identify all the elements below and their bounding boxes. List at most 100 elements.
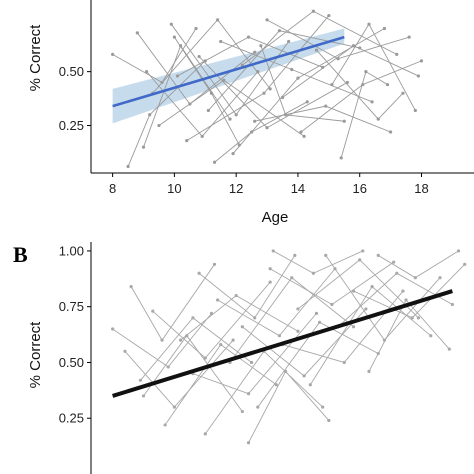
panel-b-data-point-20-0 <box>141 394 146 398</box>
panel-a-data-point-11-2 <box>370 100 374 104</box>
panel-a-data-point-23-1 <box>250 130 254 134</box>
panel-a-data-point-9-0 <box>197 54 201 59</box>
panel-a-data-point-12-1 <box>296 76 300 80</box>
panel-a-data-point-6-1 <box>234 113 238 117</box>
panel-a-data-point-15-2 <box>407 35 411 39</box>
panel-a-data-point-6-0 <box>169 22 173 26</box>
panel-b-regression-line <box>112 289 453 398</box>
panel-b-data-point-24-0 <box>271 249 275 253</box>
panel-a-subject-trajectory-19 <box>331 23 416 111</box>
panel-a-data-point-11-0 <box>219 39 223 44</box>
panel-b-data-point-7-0 <box>203 432 207 436</box>
panel-a-data-point-8-1 <box>262 91 266 95</box>
panel-b-data-point-1-2 <box>231 338 235 342</box>
panel-b-data-point-2-2 <box>250 360 254 365</box>
panel-a-data-point-14-1 <box>324 104 328 108</box>
panel-b-data-point-1-1 <box>172 405 176 409</box>
panel-b-data-point-14-0 <box>296 307 300 311</box>
panel-a-x-axis-label: Age <box>262 209 289 226</box>
panel-b-data-point-15-2 <box>429 334 433 338</box>
panel-a-data-point-24-2 <box>385 82 390 87</box>
panel-b-data-point-3-2 <box>268 280 272 284</box>
panel-a-data-point-6-2 <box>287 39 291 44</box>
panel-b-data-point-20-1 <box>185 334 189 338</box>
panel-a-data-point-3-0 <box>141 145 146 149</box>
panel-b-data-point-18-1 <box>410 316 414 320</box>
panel-b-data-point-23-2 <box>456 249 461 253</box>
panel-b-data-point-9-1 <box>290 276 294 280</box>
panel-a-data-point-8-0 <box>185 139 189 143</box>
panel-a-data-point-21-1 <box>209 91 214 95</box>
panel-b-subject-trajectory-9 <box>229 277 354 363</box>
panel-a-data-point-2-2 <box>253 50 257 54</box>
panel-b-data-point-19-2 <box>447 347 451 351</box>
panel-b-data-point-12-2 <box>392 260 396 264</box>
panel-b-data-point-10-1 <box>302 374 306 378</box>
panel-a-plot: 0.25 0.50 8 10 12 14 16 18 <box>59 0 474 196</box>
panel-b-data-point-11-1 <box>317 320 322 324</box>
panel-b-subject-trajectory-10 <box>242 308 367 377</box>
panel-a-data-point-1-1 <box>148 113 152 117</box>
panel-b-data-point-22-0 <box>246 441 251 445</box>
panel-b-data-point-6-1 <box>246 392 251 396</box>
panel-b-data-point-3-1 <box>203 356 207 360</box>
panel-a-data-point-10-1 <box>277 29 282 33</box>
panel-b-subject-trajectory-11 <box>257 321 379 408</box>
panel-a-data-point-16-1 <box>351 44 356 48</box>
panel-a-data-point-2-0 <box>135 31 139 35</box>
panel-b-data-point-4-2 <box>274 383 278 387</box>
panel-b-data-point-1-0 <box>123 349 127 353</box>
panel-b-data-point-6-2 <box>314 311 319 315</box>
panel-b-data-point-14-2 <box>416 316 421 320</box>
panel-a-data-point-17-0 <box>299 130 303 134</box>
panel-b-subject-trajectory-24 <box>273 250 363 274</box>
panel-a-data-point-1-0 <box>126 164 130 169</box>
panel-b-data-point-25-2 <box>212 262 217 266</box>
panel-a-data-point-21-0 <box>172 35 176 39</box>
panel-b-subject-trajectory-12 <box>269 261 394 305</box>
panel-b-data-point-13-2 <box>401 289 405 293</box>
panel-b-data-point-12-0 <box>268 267 272 271</box>
panel-a-data-point-20-1 <box>200 134 204 138</box>
panel-b-data-point-18-0 <box>351 289 356 293</box>
panel-a-regression-line <box>112 35 345 108</box>
panel-a-x-tick-label-3: 14 <box>291 181 305 196</box>
panel-b-data-point-3-0 <box>151 309 155 313</box>
panel-a-y-axis-label: % Correct <box>27 24 44 92</box>
panel-b-data-point-20-2 <box>240 409 244 414</box>
panel-a-data-point-24-0 <box>339 156 343 160</box>
panel-a-data-point-24-1 <box>364 70 368 74</box>
panel-b-data-point-22-2 <box>327 418 331 423</box>
panel-b-data-point-15-1 <box>370 285 374 289</box>
panel-a-data-point-11-1 <box>290 67 294 72</box>
panel-a-data-point-13-2 <box>395 52 399 56</box>
panel-a-data-point-17-2 <box>419 59 424 63</box>
panel-b-data-point-15-0 <box>308 383 312 387</box>
panel-a-data-point-23-0 <box>212 160 217 164</box>
panel-b-data-point-7-2 <box>321 405 325 409</box>
panel-a-data-point-22-2 <box>342 119 346 123</box>
panel-b-data-point-17-2 <box>450 302 454 307</box>
panel-b-data-point-22-1 <box>283 369 288 373</box>
panel-b-data-point-2-0 <box>138 378 143 382</box>
panel-a-data-point-20-2 <box>256 70 260 74</box>
panel-a-y-tick-label-1: 0.50 <box>59 64 84 79</box>
panel-a-y-tick-label-0: 0.25 <box>59 118 84 133</box>
panel-a-data-point-19-2 <box>413 108 417 113</box>
panel-b-data-point-10-0 <box>240 325 244 329</box>
panel-b-data-point-10-2 <box>364 307 368 311</box>
panel-b-data-point-4-1 <box>219 343 223 347</box>
panel-a-data-point-10-0 <box>206 108 210 113</box>
panel-b-data-point-17-1 <box>395 271 399 275</box>
panel-b-data-point-21-0 <box>197 271 201 275</box>
panel-b-data-point-2-1 <box>191 316 195 320</box>
panel-b-data-point-21-1 <box>253 316 257 320</box>
panel-a-data-point-0-2 <box>194 26 198 31</box>
panel-a-data-point-20-0 <box>144 70 149 74</box>
panel-a-data-point-7-0 <box>175 74 180 78</box>
panel-a-data-point-4-1 <box>216 18 220 22</box>
panel-b-data-point-13-1 <box>342 360 346 365</box>
panel-b-data-point-12-1 <box>330 302 334 307</box>
panel-a-data-point-22-0 <box>259 44 263 48</box>
